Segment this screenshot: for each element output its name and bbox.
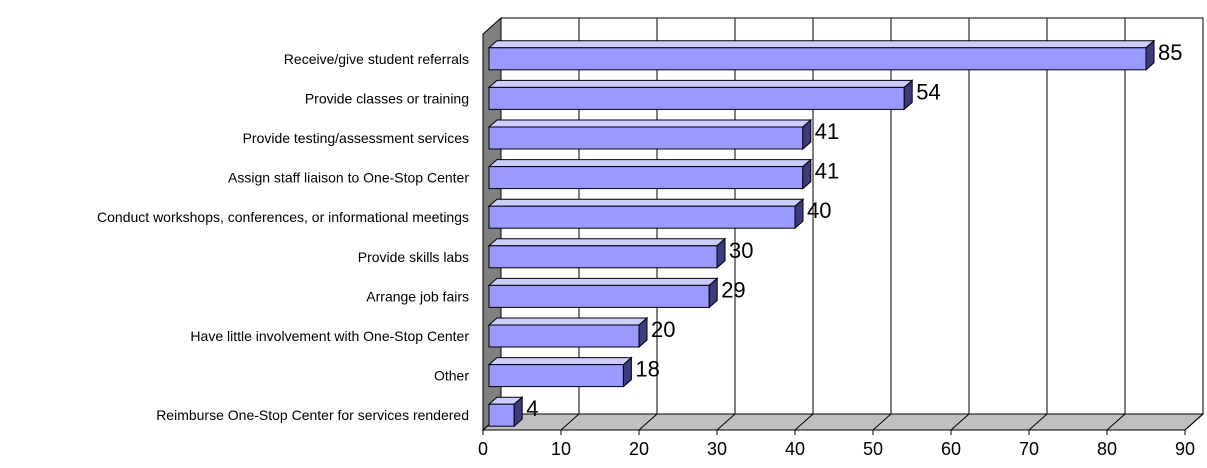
data-label: 41 [815,159,839,184]
category-label: Assign staff liaison to One-Stop Center [228,170,469,186]
tick-label: 0 [478,439,488,459]
bar [487,158,813,190]
floor-gridline [1184,413,1204,431]
bar-top [487,277,719,286]
bar-front [488,86,905,110]
data-label: 40 [807,198,831,223]
bar [487,237,727,269]
floor-gridline [950,413,970,431]
bar-top [487,238,727,247]
category-label: Have little involvement with One-Stop Ce… [190,328,469,344]
bar-side [708,277,718,309]
category-label: Receive/give student referrals [284,51,469,67]
bar [487,39,1156,71]
bar-front [488,364,624,388]
bar [487,198,805,230]
tick-label: 20 [629,439,649,459]
bar-front [488,324,640,348]
category-label: Reimburse One-Stop Center for services r… [156,407,469,423]
data-label: 85 [1158,40,1182,65]
floor [481,413,1205,431]
tick-label: 80 [1097,439,1117,459]
bar [487,356,633,388]
tick-label: 40 [785,439,805,459]
bar-top [487,317,649,326]
tick-labels: 0 10 20 30 40 50 60 70 80 90 [478,439,1195,459]
bar-front [488,245,718,269]
floor-gridline [872,413,892,431]
bar-top [487,357,633,366]
bar [487,396,524,428]
bars [487,39,1156,428]
bar-top [487,198,805,207]
data-label: 30 [729,238,753,263]
category-label: Other [434,368,469,384]
data-label: 18 [635,357,659,382]
tick-label: 70 [1019,439,1039,459]
bar-front [488,47,1147,71]
bar-side [903,79,913,111]
bar [487,316,649,349]
tick-label: 10 [551,439,571,459]
tick-label: 60 [941,439,961,459]
data-label: 4 [526,396,538,421]
category-label: Conduct workshops, conferences, or infor… [97,209,469,225]
tick-label: 90 [1175,439,1195,459]
bar-top [487,119,813,128]
floor-gridline [794,413,814,431]
bar-side [513,396,523,428]
bar-front [488,205,796,229]
category-label: Arrange job fairs [366,288,469,304]
bar-side [794,198,804,230]
tick-label: 30 [707,439,727,459]
bar-front [488,166,804,190]
data-labels: 85 54 41 41 40 30 29 20 18 4 [526,40,1182,421]
floor-gridline [638,413,658,431]
category-label: Provide testing/assessment services [243,130,469,146]
bar-side [638,316,648,349]
bar [487,277,719,309]
bar-front [488,126,804,150]
bar-side [622,356,632,388]
bar-top [487,40,1156,49]
category-labels: Receive/give student referrals Provide cl… [97,51,469,423]
bar [487,79,914,111]
floor-gridline [560,413,580,431]
bar-side [802,118,812,151]
category-label: Provide classes or training [305,90,469,106]
bar-top [487,159,813,168]
bar [487,118,813,151]
data-label: 29 [721,277,745,302]
bar-front [488,284,710,308]
data-label: 41 [815,119,839,144]
bar-side [802,158,812,190]
category-label: Provide skills labs [358,249,469,265]
data-label: 20 [651,317,675,342]
bar-front [488,403,515,427]
bar-top [487,79,914,88]
floor-gridline [1106,413,1126,431]
floor-gridline [716,413,736,431]
bar-side [1145,39,1155,71]
tick-label: 50 [863,439,883,459]
data-label: 54 [916,79,940,104]
chart-walls [481,16,1205,432]
bar-side [716,237,726,269]
floor-gridline [1028,413,1048,431]
